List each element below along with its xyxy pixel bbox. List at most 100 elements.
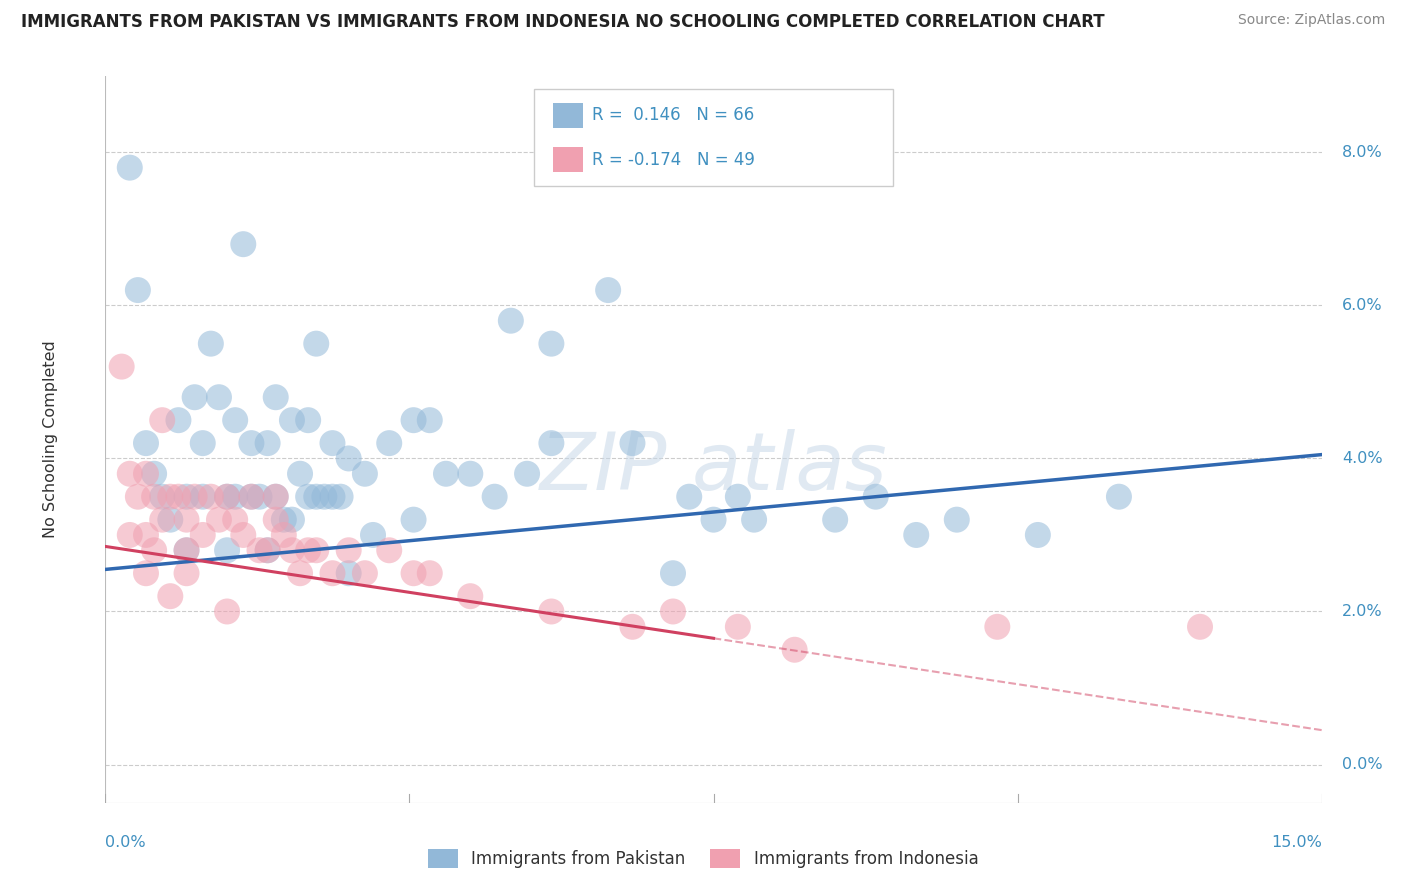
Point	[127, 283, 149, 297]
Point	[321, 490, 343, 504]
Point	[458, 467, 481, 481]
Point	[135, 436, 157, 450]
Point	[402, 413, 425, 427]
Text: ZIP atlas: ZIP atlas	[540, 429, 887, 508]
Point	[662, 566, 685, 581]
Text: 0.0%: 0.0%	[105, 836, 146, 850]
Point	[264, 490, 287, 504]
Point	[458, 589, 481, 603]
Point	[118, 161, 141, 175]
Point	[111, 359, 134, 374]
Point	[217, 490, 239, 504]
Point	[402, 566, 425, 581]
Point	[135, 467, 157, 481]
Point	[150, 513, 173, 527]
Point	[945, 513, 967, 527]
Point	[135, 528, 157, 542]
Text: R =  0.146   N = 66: R = 0.146 N = 66	[592, 106, 754, 124]
Point	[419, 413, 441, 427]
Point	[150, 413, 173, 427]
Legend: Immigrants from Pakistan, Immigrants from Indonesia: Immigrants from Pakistan, Immigrants fro…	[420, 842, 986, 875]
Point	[1108, 490, 1130, 504]
Point	[621, 436, 644, 450]
Point	[419, 566, 441, 581]
Point	[540, 605, 562, 619]
Point	[224, 413, 246, 427]
Point	[176, 543, 198, 558]
Text: IMMIGRANTS FROM PAKISTAN VS IMMIGRANTS FROM INDONESIA NO SCHOOLING COMPLETED COR: IMMIGRANTS FROM PAKISTAN VS IMMIGRANTS F…	[21, 13, 1105, 31]
Point	[273, 513, 295, 527]
Point	[378, 543, 401, 558]
Point	[742, 513, 765, 527]
Point	[337, 451, 360, 466]
Point	[256, 543, 278, 558]
Text: 15.0%: 15.0%	[1271, 836, 1322, 850]
Point	[305, 543, 328, 558]
Text: 4.0%: 4.0%	[1341, 451, 1382, 466]
Point	[240, 490, 263, 504]
Point	[329, 490, 352, 504]
Point	[183, 490, 205, 504]
Point	[264, 390, 287, 404]
Point	[484, 490, 506, 504]
Point	[143, 490, 166, 504]
Point	[337, 566, 360, 581]
Point	[118, 528, 141, 542]
Point	[217, 605, 239, 619]
Point	[191, 528, 214, 542]
Point	[135, 566, 157, 581]
Point	[176, 566, 198, 581]
Point	[249, 543, 271, 558]
Point	[1189, 620, 1212, 634]
Point	[281, 413, 304, 427]
Point	[598, 283, 620, 297]
Point	[159, 513, 181, 527]
Point	[281, 513, 304, 527]
Text: Source: ZipAtlas.com: Source: ZipAtlas.com	[1237, 13, 1385, 28]
Point	[176, 543, 198, 558]
Point	[678, 490, 700, 504]
Point	[143, 543, 166, 558]
Point	[434, 467, 457, 481]
Point	[321, 436, 343, 450]
Point	[727, 620, 749, 634]
Text: 2.0%: 2.0%	[1341, 604, 1382, 619]
Point	[378, 436, 401, 450]
Point	[264, 490, 287, 504]
Point	[256, 543, 278, 558]
Text: R = -0.174   N = 49: R = -0.174 N = 49	[592, 151, 755, 169]
Point	[208, 390, 231, 404]
Point	[217, 490, 239, 504]
Point	[1026, 528, 1049, 542]
Point	[176, 490, 198, 504]
Text: 0.0%: 0.0%	[1341, 757, 1382, 772]
Point	[702, 513, 725, 527]
Text: 8.0%: 8.0%	[1341, 145, 1382, 160]
Point	[354, 467, 377, 481]
Point	[232, 528, 254, 542]
Point	[249, 490, 271, 504]
Point	[499, 314, 522, 328]
Point	[167, 490, 190, 504]
Point	[305, 336, 328, 351]
Point	[150, 490, 173, 504]
Point	[727, 490, 749, 504]
Point	[143, 467, 166, 481]
Point	[321, 566, 343, 581]
Point	[159, 490, 181, 504]
Point	[402, 513, 425, 527]
Point	[281, 543, 304, 558]
Point	[540, 336, 562, 351]
Point	[540, 436, 562, 450]
Point	[986, 620, 1008, 634]
Point	[824, 513, 846, 527]
Point	[159, 589, 181, 603]
Point	[297, 413, 319, 427]
Point	[662, 605, 685, 619]
Point	[297, 490, 319, 504]
Point	[240, 490, 263, 504]
Point	[217, 543, 239, 558]
Text: No Schooling Completed: No Schooling Completed	[44, 341, 58, 538]
Text: 6.0%: 6.0%	[1341, 298, 1382, 313]
Point	[516, 467, 538, 481]
